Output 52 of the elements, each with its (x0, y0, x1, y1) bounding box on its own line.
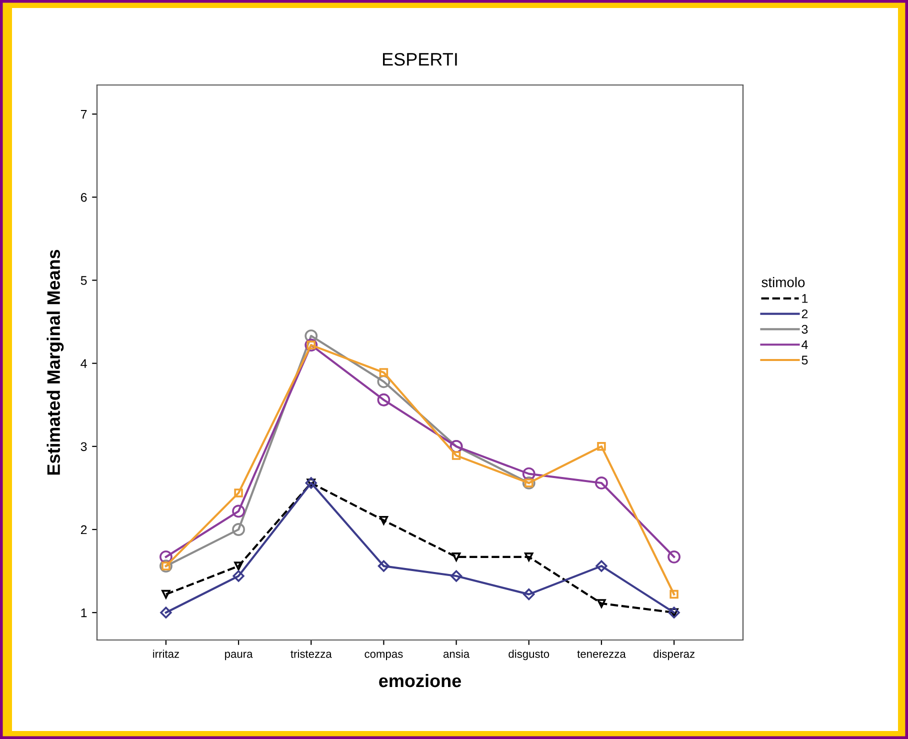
point (232, 570, 244, 582)
x-tick-label: compas (364, 652, 403, 660)
y-tick-label: 7 (80, 110, 87, 119)
y-tick-label: 3 (80, 442, 87, 452)
y-tick-label: 2 (80, 525, 87, 534)
point (232, 523, 245, 536)
point (668, 550, 681, 564)
x-tick-label: disgusto (508, 650, 550, 660)
y-tick-label: 4 (80, 359, 87, 368)
point (379, 516, 388, 525)
point (450, 570, 462, 582)
point (452, 451, 461, 460)
point (159, 560, 172, 573)
x-tick-label: disperaz (654, 650, 694, 660)
point (524, 552, 534, 562)
point (378, 560, 390, 572)
point (522, 476, 536, 490)
point (234, 562, 243, 570)
chart-title: ESPERTI (383, 52, 457, 66)
point (162, 590, 170, 599)
y-tick-label: 5 (80, 276, 87, 285)
y-tick-label: 6 (80, 192, 87, 202)
x-axis-title: emozione (379, 674, 462, 688)
legend-label: 1 (802, 294, 808, 303)
point (304, 338, 318, 352)
point (159, 550, 172, 564)
point (670, 590, 678, 599)
point (523, 588, 535, 600)
legend-label: 3 (802, 324, 808, 334)
legend-label: 4 (802, 340, 808, 349)
x-tick-label: ansia (443, 650, 470, 658)
x-tick-label: paura (225, 652, 253, 660)
point (232, 504, 245, 518)
point (595, 476, 608, 490)
point (160, 606, 172, 618)
point (379, 368, 388, 377)
point (522, 467, 536, 480)
legend-title: stimolo (762, 277, 805, 288)
legend-label: 2 (802, 309, 808, 318)
legend-label: 5 (802, 356, 808, 365)
point (377, 375, 390, 388)
point (597, 442, 606, 451)
point (596, 560, 608, 572)
y-axis-title: Estimated Marginal Means (46, 250, 64, 475)
point (452, 552, 461, 562)
x-tick-label: irritaz (153, 650, 179, 658)
x-tick-label: tristezza (290, 650, 332, 658)
point (234, 488, 243, 498)
point (597, 599, 606, 608)
point (377, 393, 390, 406)
y-tick-label: 1 (81, 608, 87, 618)
x-tick-label: tenerezza (577, 650, 626, 658)
